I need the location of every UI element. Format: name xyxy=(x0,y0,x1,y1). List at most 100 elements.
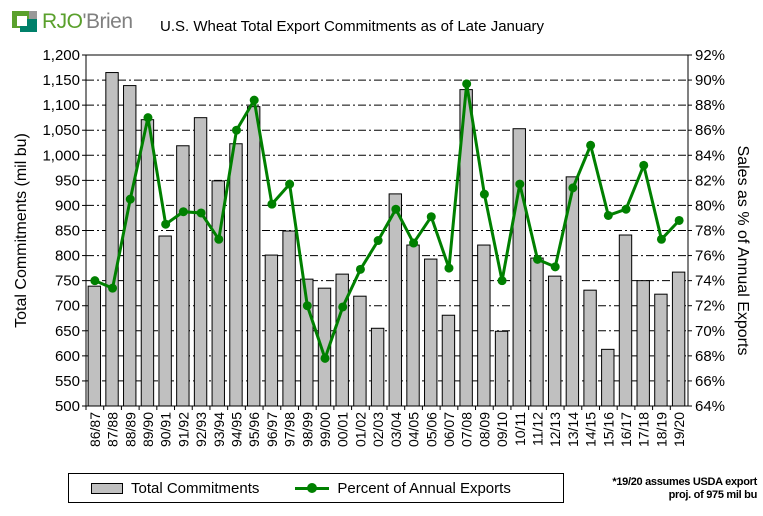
percent-point xyxy=(621,204,631,214)
x-tick-label: 01/02 xyxy=(352,412,368,447)
y2-tick-label: 84% xyxy=(695,147,725,164)
x-tick-label: 18/19 xyxy=(653,412,669,447)
percent-point xyxy=(444,263,454,273)
bar xyxy=(388,193,403,407)
x-tick-label: 07/08 xyxy=(459,412,475,447)
bar xyxy=(229,143,243,407)
legend: Total Commitments Percent of Annual Expo… xyxy=(68,473,564,503)
percent-point xyxy=(196,208,206,218)
bar xyxy=(87,285,102,407)
legend-line-swatch xyxy=(295,482,330,493)
bar xyxy=(441,314,456,407)
bar xyxy=(494,330,509,407)
bar xyxy=(654,293,668,407)
percent-point xyxy=(479,189,489,199)
bar xyxy=(193,117,208,407)
x-tick-label: 08/09 xyxy=(476,412,492,447)
bar xyxy=(512,128,526,407)
percent-point xyxy=(125,194,135,204)
y-tick-label: 1,050 xyxy=(42,122,80,139)
x-tick-label: 19/20 xyxy=(671,412,687,447)
footnote-line-1: *19/20 assumes USDA export xyxy=(612,476,757,488)
percent-point xyxy=(267,199,277,209)
percent-point xyxy=(143,113,153,123)
bar xyxy=(671,271,686,407)
bar xyxy=(406,244,420,407)
bar xyxy=(264,254,279,407)
percent-point xyxy=(603,210,613,220)
percent-point xyxy=(462,79,472,89)
x-tick-label: 12/13 xyxy=(547,412,563,447)
x-tick-label: 13/14 xyxy=(565,412,581,447)
footnote: *19/20 assumes USDA export proj. of 975 … xyxy=(612,476,757,502)
bar xyxy=(353,295,367,407)
y-tick-label: 500 xyxy=(55,398,80,415)
x-tick-label: 09/10 xyxy=(494,412,510,447)
bar xyxy=(158,235,172,407)
logo-text-rjo: RJO xyxy=(42,10,83,33)
x-tick-label: 04/05 xyxy=(406,412,422,447)
bar xyxy=(370,327,385,407)
percent-point xyxy=(355,264,365,274)
legend-item-line: Percent of Annual Exports xyxy=(259,479,511,497)
percent-line xyxy=(94,83,681,364)
percent-point xyxy=(338,302,348,312)
percent-point xyxy=(515,179,525,189)
bar xyxy=(282,230,296,407)
y-tick-label: 700 xyxy=(55,298,80,315)
percent-point xyxy=(674,215,684,225)
percent-point xyxy=(178,207,188,217)
legend-bar-label: Total Commitments xyxy=(131,479,260,497)
y-tick-label: 550 xyxy=(55,373,80,390)
x-tick-label: 14/15 xyxy=(583,412,599,447)
percent-point xyxy=(285,179,295,189)
legend-line-label: Percent of Annual Exports xyxy=(337,479,511,497)
x-tick-label: 92/93 xyxy=(193,412,209,447)
x-tick-label: 11/12 xyxy=(530,412,546,446)
y2-tick-label: 80% xyxy=(695,197,725,214)
y-tick-label: 600 xyxy=(55,348,80,365)
x-tick-label: 10/11 xyxy=(512,412,528,446)
y-tick-label: 950 xyxy=(55,172,80,189)
percent-point xyxy=(426,212,436,222)
bar xyxy=(618,234,633,407)
y2-tick-label: 72% xyxy=(695,298,725,315)
percent-point xyxy=(586,140,596,150)
y2-tick-label: 92% xyxy=(695,47,725,64)
x-tick-label: 91/92 xyxy=(175,412,191,447)
bar xyxy=(583,289,597,407)
bar xyxy=(477,244,491,407)
y-tick-label: 1,000 xyxy=(42,147,80,164)
x-tick-label: 00/01 xyxy=(335,412,351,447)
y-tick-label: 1,200 xyxy=(42,47,80,64)
percent-point xyxy=(214,234,224,244)
percent-point xyxy=(550,262,560,272)
bar xyxy=(105,72,119,407)
bar xyxy=(601,348,615,407)
x-tick-label: 86/87 xyxy=(87,412,103,447)
x-tick-label: 87/88 xyxy=(105,412,121,447)
x-tick-label: 90/91 xyxy=(158,412,174,447)
y2-tick-label: 86% xyxy=(695,122,725,139)
bar xyxy=(140,119,155,407)
y2-tick-label: 78% xyxy=(695,223,725,240)
x-tick-label: 94/95 xyxy=(229,412,245,447)
y-axis-title: Total Commitments (mil bu) xyxy=(13,133,30,328)
percent-point xyxy=(373,236,383,246)
bar xyxy=(530,257,544,407)
bar xyxy=(636,280,650,407)
bar xyxy=(123,85,137,407)
x-tick-label: 99/00 xyxy=(317,412,333,447)
percent-point xyxy=(90,276,100,286)
percent-point xyxy=(302,301,312,311)
percent-point xyxy=(639,160,649,170)
x-tick-label: 15/16 xyxy=(600,412,616,447)
x-tick-label: 96/97 xyxy=(264,412,280,447)
x-tick-label: 17/18 xyxy=(636,412,652,447)
bar xyxy=(335,273,349,407)
percent-point xyxy=(108,283,118,293)
y2-tick-label: 88% xyxy=(695,97,725,114)
percent-point xyxy=(568,183,578,193)
y-tick-label: 800 xyxy=(55,248,80,265)
